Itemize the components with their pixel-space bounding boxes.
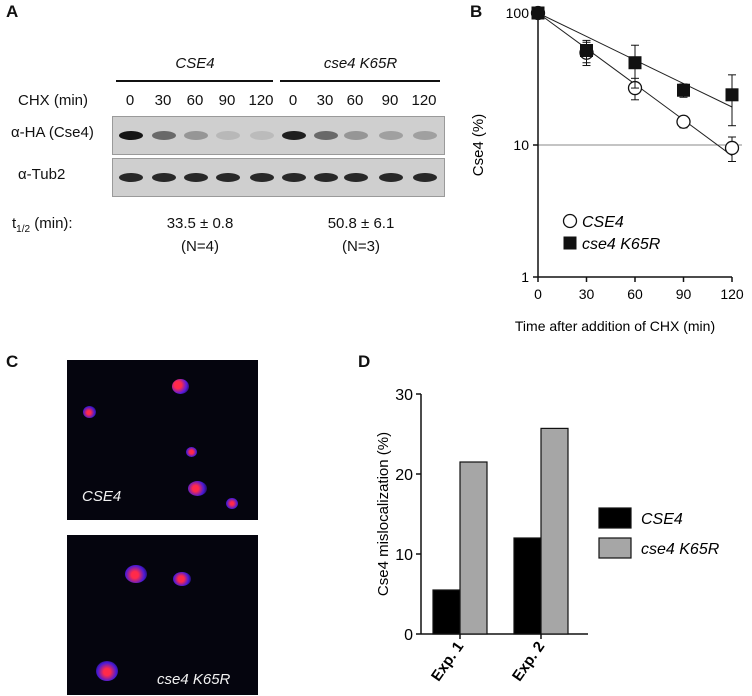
y-tick-label: 10: [395, 547, 413, 564]
timepoint-label: 60: [346, 92, 364, 109]
x-tick-label: 60: [627, 286, 643, 302]
cell-spot: [226, 498, 238, 509]
data-point-cse4-k65r: [531, 6, 545, 20]
legend-marker-cse4-k65r: [563, 236, 577, 250]
bar-cse4-k65r: [540, 427, 569, 635]
half-life-value-cse4-k65r: 50.8 ± 6.1: [327, 215, 395, 232]
cell-spot: [188, 481, 207, 496]
legend-label-cse4: CSE4: [582, 214, 624, 231]
blot-band: [314, 172, 338, 182]
timepoint-label: 30: [316, 92, 334, 109]
timepoint-label: 120: [248, 92, 274, 109]
blot-band: [216, 130, 240, 140]
half-life-label: t1/2 (min):: [12, 215, 73, 235]
y-tick-label: 1: [521, 269, 529, 285]
legend-label-cse4-k65r: cse4 K65R: [641, 541, 720, 558]
y-tick-label: 30: [395, 387, 413, 404]
timepoint-label: 90: [218, 92, 236, 109]
micrograph-label-cse4-k65r: cse4 K65R: [157, 671, 231, 688]
blot-band: [344, 130, 368, 140]
cell-spot: [172, 379, 189, 394]
blot-band: [152, 172, 176, 182]
timepoint-label: 90: [381, 92, 399, 109]
timepoint-label: 60: [186, 92, 204, 109]
bar-cse4-k65r: [459, 461, 488, 635]
blot-band: [216, 172, 240, 182]
group-underline-cse4: [116, 80, 273, 82]
blot-row-label-ha: α-HA (Cse4): [11, 124, 94, 141]
legend-label-cse4-k65r: cse4 K65R: [582, 236, 661, 253]
blot-band: [184, 130, 208, 140]
y-tick-label: 0: [404, 627, 413, 644]
blot-band: [282, 172, 306, 182]
decay-chart: Cse4 (%) Time after addition of CHX (min…: [470, 5, 744, 334]
y-axis-label: Cse4 mislocalization (%): [375, 432, 392, 596]
bar-cse4: [432, 589, 461, 635]
legend-label-cse4: CSE4: [641, 511, 683, 528]
cell-spot: [96, 661, 118, 681]
cell-spot: [186, 447, 197, 457]
panel-label-a: A: [6, 2, 19, 21]
panel-label-b: B: [470, 2, 483, 21]
y-tick-label: 100: [506, 5, 530, 21]
blot-band: [184, 172, 208, 182]
data-point-cse4-k65r: [628, 56, 642, 70]
cell-spot: [125, 565, 147, 583]
y-tick-label: 10: [513, 137, 529, 153]
x-tick-label: 0: [534, 286, 542, 302]
x-axis-label: Time after addition of CHX (min): [515, 318, 715, 334]
x-tick-label: Exp. 2: [509, 639, 548, 685]
data-point-cse4-k65r: [580, 43, 593, 57]
blot-band: [152, 130, 176, 140]
data-point-cse4: [724, 140, 740, 156]
cell-spot: [173, 572, 191, 586]
blot-band: [119, 130, 143, 140]
data-point-cse4: [676, 114, 691, 129]
blot-band: [379, 172, 403, 182]
micrograph-label-cse4: CSE4: [82, 488, 122, 505]
half-life-n-cse4: (N=4): [181, 238, 219, 255]
blot-band: [413, 130, 437, 140]
mislocalization-chart: Cse4 mislocalization (%) 0 10 20 30 Exp. 1 Ex…: [375, 387, 720, 685]
blot-band: [314, 130, 338, 140]
chx-label: CHX (min): [18, 92, 88, 109]
western-blot-tub2: [112, 158, 445, 197]
blot-band: [119, 172, 143, 182]
x-tick-label: 120: [720, 286, 744, 302]
group-label-cse4: CSE4: [175, 55, 215, 72]
data-point-cse4-k65r: [725, 88, 739, 102]
x-tick-label: 30: [579, 286, 595, 302]
blot-band: [282, 130, 306, 140]
cell-spot: [83, 406, 96, 418]
timepoint-label: 30: [154, 92, 172, 109]
y-tick-label: 20: [395, 467, 413, 484]
blot-band: [379, 130, 403, 140]
blot-band: [344, 172, 368, 182]
data-point-cse4-k65r: [677, 83, 690, 97]
half-life-n-cse4-k65r: (N=3): [342, 238, 380, 255]
timepoint-label: 0: [125, 92, 135, 109]
micrograph-cse4-k65r: cse4 K65R: [67, 535, 258, 695]
western-blot-ha: [112, 116, 445, 155]
blot-band: [413, 172, 437, 182]
timepoint-label: 0: [288, 92, 298, 109]
blot-band: [250, 130, 274, 140]
blot-band: [250, 172, 274, 182]
y-axis-label: Cse4 (%): [470, 114, 487, 177]
half-life-value-cse4: 33.5 ± 0.8: [166, 215, 234, 232]
panel-label-c: C: [6, 352, 19, 371]
group-label-cse4-k65r: cse4 K65R: [323, 55, 398, 72]
panel-label-d: D: [358, 352, 371, 371]
x-tick-label: Exp. 1: [428, 639, 467, 685]
legend-swatch-cse4: [598, 507, 632, 529]
x-tick-label: 90: [676, 286, 692, 302]
blot-row-label-tub2: α-Tub2: [18, 166, 66, 183]
group-underline-cse4-k65r: [280, 80, 440, 82]
timepoint-label: 120: [411, 92, 437, 109]
legend-marker-cse4: [562, 213, 578, 229]
bar-cse4: [513, 537, 542, 635]
micrograph-cse4: CSE4: [67, 360, 258, 520]
legend-swatch-cse4-k65r: [598, 537, 632, 559]
